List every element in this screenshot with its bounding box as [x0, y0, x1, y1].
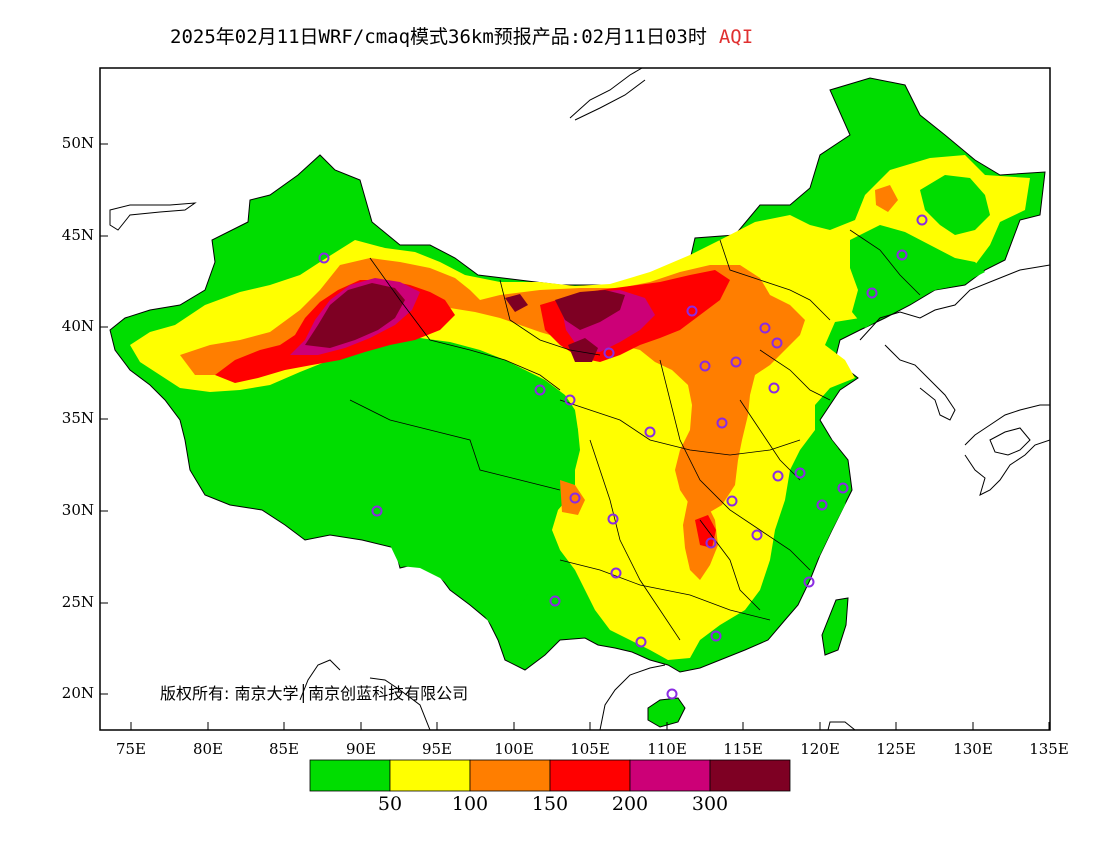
y-tick-label: 30N — [61, 501, 94, 519]
aqi-zone-hazardous-3 — [568, 338, 598, 362]
x-tick-label: 100E — [494, 740, 534, 758]
x-tick-label: 125E — [876, 740, 916, 758]
legend-swatch-unhealthy — [549, 759, 631, 792]
station-marker — [726, 495, 738, 507]
station-marker — [610, 567, 622, 579]
coastlines — [109, 68, 1050, 730]
aqi-zone-good-ne — [850, 225, 985, 328]
x-tick-label: 80E — [192, 740, 224, 758]
station-marker — [603, 347, 615, 359]
legend-label: 100 — [451, 793, 489, 815]
x-ticks — [130, 722, 1050, 730]
y-tick-label: 45N — [61, 226, 94, 244]
station-marker — [371, 505, 383, 517]
x-tick-label: 105E — [570, 740, 610, 758]
aqi-zone-usg-south — [560, 480, 585, 515]
aqi-zone-moderate-pocket — [600, 350, 680, 445]
x-tick-label: 90E — [345, 740, 377, 758]
x-tick-label: 115E — [723, 740, 763, 758]
legend-swatch-hazardous — [709, 759, 791, 792]
legend-label: 300 — [691, 793, 729, 815]
station-marker — [666, 688, 678, 700]
legend-label: 200 — [611, 793, 649, 815]
station-marker — [751, 529, 763, 541]
station-marker — [916, 214, 928, 226]
legend-label: 50 — [377, 793, 403, 815]
legend-bar — [309, 759, 791, 792]
station-marker — [794, 467, 806, 479]
aqi-zone-usg-ne — [875, 185, 898, 212]
y-tick-label: 25N — [61, 593, 94, 611]
station-marker — [569, 492, 581, 504]
station-marker — [759, 322, 771, 334]
province-boundaries — [349, 229, 921, 641]
x-tick-label: 75E — [115, 740, 147, 758]
station-marker — [716, 417, 728, 429]
station-marker — [772, 470, 784, 482]
title-text: 2025年02月11日WRF/cmaq模式36km预报产品:02月11日03时 — [170, 26, 707, 48]
aqi-zone-unhealthy-3 — [695, 515, 716, 548]
aqi-zone-good-plateau — [188, 340, 578, 640]
y-tick-label: 35N — [61, 409, 94, 427]
station-marker — [318, 252, 330, 264]
station-marker — [771, 337, 783, 349]
station-marker — [705, 537, 717, 549]
legend-swatch-moderate — [389, 759, 471, 792]
station-marker — [866, 287, 878, 299]
island-taiwan — [821, 597, 849, 656]
station-marker — [686, 305, 698, 317]
x-tick-label: 95E — [421, 740, 453, 758]
station-markers — [318, 214, 928, 700]
x-tick-label: 85E — [268, 740, 300, 758]
station-marker — [564, 394, 576, 406]
station-marker — [549, 595, 561, 607]
station-marker — [896, 249, 908, 261]
legend-swatch-very-unhealthy — [629, 759, 711, 792]
station-marker — [816, 499, 828, 511]
y-tick-label: 40N — [61, 317, 94, 335]
aqi-zone-hazardous-4 — [505, 294, 528, 312]
station-marker — [699, 360, 711, 372]
x-tick-label: 135E — [1029, 740, 1069, 758]
station-marker — [768, 382, 780, 394]
island-hainan — [647, 697, 686, 728]
y-ticks — [100, 143, 108, 695]
x-tick-label: 110E — [647, 740, 687, 758]
station-marker — [635, 636, 647, 648]
legend-label: 150 — [531, 793, 569, 815]
y-tick-label: 50N — [61, 134, 94, 152]
station-marker — [803, 576, 815, 588]
legend-swatch-good — [309, 759, 391, 792]
title-variable: AQI — [718, 26, 754, 48]
station-marker — [644, 426, 656, 438]
aqi-zone-hazardous-2 — [555, 290, 625, 330]
x-tick-label: 130E — [953, 740, 993, 758]
station-marker — [607, 513, 619, 525]
y-tick-label: 20N — [61, 684, 94, 702]
copyright-text: 版权所有: 南京大学│南京创蓝科技有限公司 — [160, 684, 469, 703]
station-marker — [534, 384, 546, 396]
aqi-zone-good-se — [725, 425, 850, 655]
station-marker — [710, 630, 722, 642]
legend-swatch-usg — [469, 759, 551, 792]
x-tick-label: 120E — [800, 740, 840, 758]
map-title: 2025年02月11日WRF/cmaq模式36km预报产品:02月11日03时 A… — [170, 22, 753, 49]
aqi-field — [109, 68, 1050, 730]
station-marker — [837, 482, 849, 494]
station-marker — [730, 356, 742, 368]
aqi-zone-good-ne2 — [920, 175, 990, 235]
aqi-zone-hazardous — [305, 283, 405, 348]
